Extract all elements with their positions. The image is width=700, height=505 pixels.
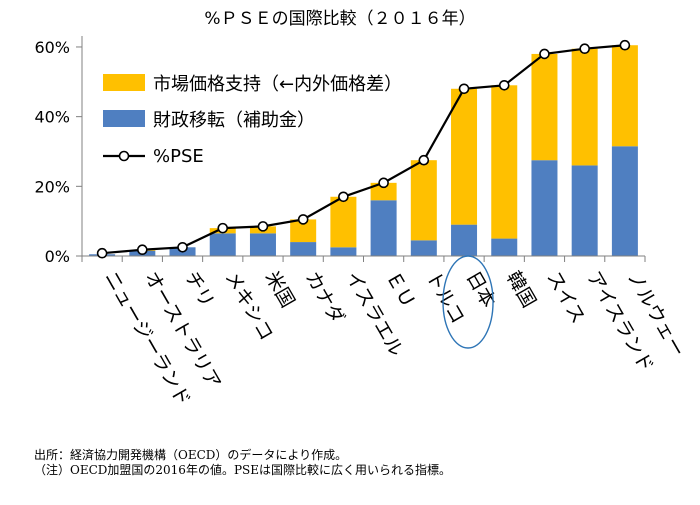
bar-subsidy (410, 240, 437, 256)
pse-point (418, 154, 430, 166)
x-tick-label: カナダ (301, 268, 349, 328)
bar-subsidy (491, 238, 518, 256)
x-tick-label: チリ (180, 268, 218, 312)
bar-market-support (330, 196, 357, 248)
bar-market-support (571, 48, 598, 166)
legend-swatch-subsidy (103, 110, 145, 127)
japan-highlight-ellipse (442, 255, 494, 349)
bar-market-support (611, 45, 638, 147)
bar-subsidy (209, 233, 236, 256)
pse-point (458, 83, 470, 95)
source-note: 出所：経済協力開発機構（OECD）のデータにより作成。 (34, 448, 348, 462)
x-tick-label: 韓国 (502, 268, 540, 312)
bar-market-support (531, 53, 558, 161)
legend-label-pse: %PSE (153, 146, 204, 167)
chart-title: %ＰＳＥの国際比較（２０１６年） (204, 9, 475, 29)
bar-subsidy (611, 146, 638, 256)
pse-point (619, 39, 631, 51)
legend-marker-pse (118, 150, 130, 162)
legend-swatch-market-support (103, 74, 145, 91)
pse-line (102, 44, 625, 255)
pse-point (297, 214, 309, 225)
pse-point (579, 43, 590, 55)
x-tick-label: 米国 (261, 268, 299, 312)
bar-market-support (451, 88, 478, 225)
bar-subsidy (451, 224, 478, 256)
bar-market-support (491, 85, 518, 239)
bar-subsidy (531, 160, 558, 256)
legend-label-market-support: 市場価格支持（←内外価格差） (153, 74, 402, 95)
y-tick-label: 60% (34, 38, 70, 57)
legend: 市場価格支持（←内外価格差） 財政移転（補助金） %PSE (103, 74, 402, 167)
pse-point (378, 177, 389, 189)
x-tick-label: 日本 (462, 268, 500, 312)
pse-point (257, 221, 269, 232)
pse-point (137, 244, 148, 256)
y-tick-label: 20% (34, 177, 70, 196)
bar-subsidy (330, 247, 357, 256)
pse-chart: %ＰＳＥの国際比較（２０１６年） 0%20%40%60%ニュージーランドオースト… (34, 9, 689, 410)
footnote: （注）OECD加盟国の2016年の値。PSEは国際比較に広く用いられる指標。 (34, 463, 451, 477)
bar-subsidy (290, 242, 317, 256)
pse-point (96, 247, 108, 259)
bar-market-support (370, 182, 397, 201)
bar-market-support (410, 160, 437, 241)
pse-point (539, 48, 550, 60)
pse-point (338, 191, 349, 203)
y-tick-label: 40% (34, 108, 70, 127)
bar-market-support (290, 219, 317, 243)
pse-point (217, 222, 229, 234)
x-tick-label: スイス (542, 268, 589, 328)
legend-label-subsidy: 財政移転（補助金） (153, 110, 315, 131)
bar-subsidy (370, 200, 397, 256)
y-tick-label: 0% (45, 247, 70, 266)
bar-subsidy (571, 165, 598, 256)
bar-subsidy (249, 233, 276, 256)
pse-point (498, 79, 510, 91)
pse-point (177, 241, 188, 253)
x-tick-label: ＥＵ (381, 268, 419, 312)
